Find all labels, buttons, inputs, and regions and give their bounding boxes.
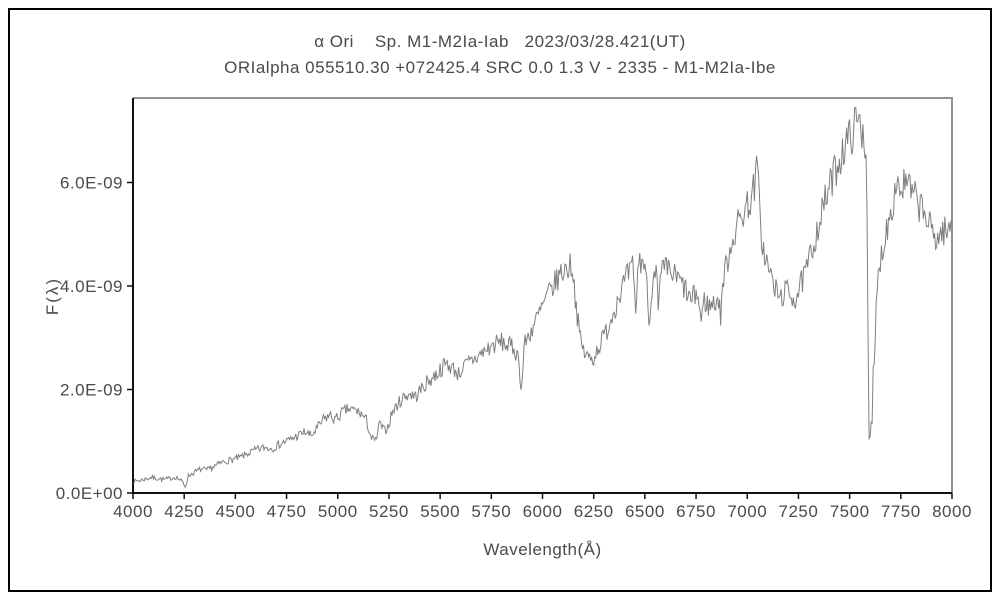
plot-frame-gray [133, 97, 953, 493]
x-tick-label: 4250 [164, 502, 204, 521]
x-tick-label: 6750 [676, 502, 716, 521]
y-tick-label: 4.0E-09 [60, 277, 123, 296]
x-tick-label: 5000 [318, 502, 358, 521]
x-tick-label: 6500 [625, 502, 665, 521]
x-tick-label: 6250 [574, 502, 614, 521]
x-tick-label: 5250 [369, 502, 409, 521]
x-tick-label: 4000 [113, 502, 153, 521]
x-tick-label: 7500 [830, 502, 870, 521]
y-tick-label: 0.0E+00 [56, 484, 123, 503]
chart-title-line2: ORIalpha 055510.30 +072425.4 SRC 0.0 1.3… [224, 58, 776, 77]
plot-axes [132, 98, 952, 494]
x-tick-label: 6000 [523, 502, 563, 521]
x-tick-label: 7750 [881, 502, 921, 521]
x-tick-label: 4500 [215, 502, 255, 521]
x-tick-label: 8000 [932, 502, 972, 521]
x-tick-label: 4750 [267, 502, 307, 521]
chart-title-line1: α Ori Sp. M1-M2Ia-Iab 2023/03/28.421(UT) [314, 32, 686, 51]
y-axis-title: F(λ) [43, 276, 62, 316]
y-tick-label: 6.0E-09 [60, 174, 123, 193]
x-tick-label: 5750 [471, 502, 511, 521]
x-tick-label: 7250 [779, 502, 819, 521]
x-axis-title: Wavelength(Å) [483, 540, 602, 559]
spectrum-trace [132, 107, 953, 489]
y-tick-label: 2.0E-09 [60, 381, 123, 400]
x-tick-label: 5500 [420, 502, 460, 521]
x-tick-label: 7000 [727, 502, 767, 521]
